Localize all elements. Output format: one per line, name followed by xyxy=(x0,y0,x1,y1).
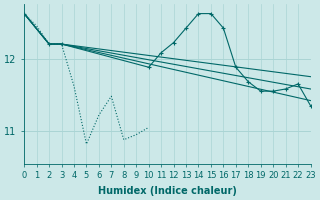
X-axis label: Humidex (Indice chaleur): Humidex (Indice chaleur) xyxy=(98,186,237,196)
